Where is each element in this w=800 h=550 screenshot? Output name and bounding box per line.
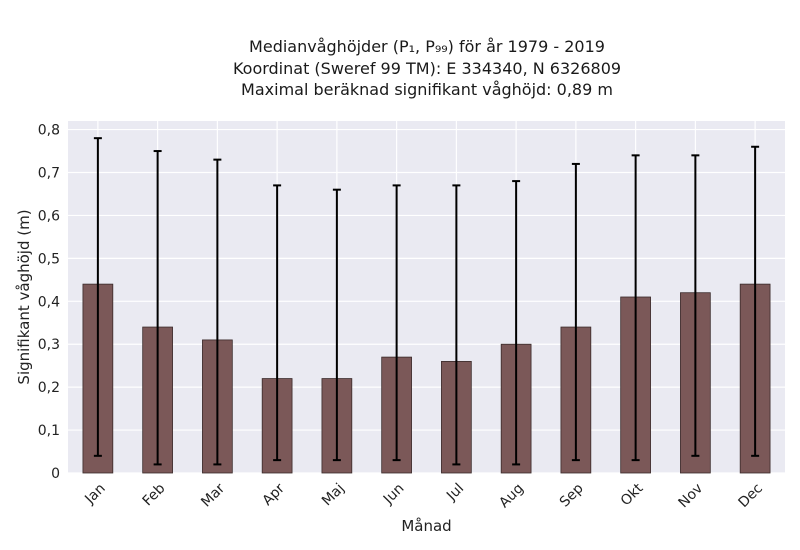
x-tick-label: Jul: [443, 481, 467, 505]
chart-title-line-2: Koordinat (Sweref 99 TM): E 334340, N 63…: [233, 59, 621, 78]
error-bar-apr: [273, 184, 282, 462]
error-bar-aug: [512, 180, 521, 466]
y-tick-label: 0,5: [38, 251, 60, 267]
error-bar-nov: [691, 154, 700, 457]
error-bar-feb: [153, 150, 162, 466]
plot-area: [68, 121, 785, 473]
x-tick-label: Sep: [557, 480, 587, 510]
y-tick-label: 0: [51, 466, 60, 482]
chart-title-line-3: Maximal beräknad signifikant våghöjd: 0,…: [241, 80, 613, 99]
x-tick-label: Nov: [676, 481, 707, 512]
x-tick-label: Aug: [496, 481, 527, 512]
error-bar-jun: [392, 184, 401, 462]
x-tick-label: Feb: [140, 480, 169, 509]
error-bar-dec: [751, 145, 760, 457]
error-bar-jan: [93, 137, 102, 457]
x-tick-label: Jan: [81, 481, 108, 508]
error-bar-sep: [571, 162, 580, 462]
x-tick-label: Dec: [735, 481, 765, 511]
x-tick-label: Mar: [198, 480, 228, 510]
x-tick-label: Jun: [380, 481, 407, 508]
chart-title: Medianvåghöjder (P₁, P₉₉) för år 1979 - …: [233, 37, 621, 99]
y-tick-label: 0,4: [38, 294, 60, 310]
y-tick-label: 0,2: [38, 380, 60, 396]
y-axis: 0 0,1 0,2 0,3 0,4 0,5 0,6 0,7 0,8: [38, 123, 60, 482]
x-axis: Jan Feb Mar Apr Maj Jun Jul Aug Sep Okt Nov Dec: [81, 480, 766, 511]
y-tick-label: 0,7: [38, 166, 60, 182]
error-bar-okt: [631, 154, 640, 462]
error-bar-mar: [213, 158, 222, 466]
y-tick-label: 0,6: [38, 208, 60, 224]
y-tick-label: 0,8: [38, 123, 60, 139]
x-tick-label: Okt: [618, 480, 647, 509]
x-tick-label: Apr: [260, 480, 289, 509]
error-bar-jul: [452, 184, 461, 466]
y-axis-label: Signifikant våghöjd (m): [15, 209, 33, 384]
x-axis-label: Månad: [401, 517, 451, 535]
chart-title-line-1: Medianvåghöjder (P₁, P₉₉) för år 1979 - …: [249, 37, 605, 56]
x-tick-label: Maj: [319, 481, 348, 510]
y-tick-label: 0,1: [38, 423, 60, 439]
error-bar-maj: [332, 188, 341, 462]
y-tick-label: 0,3: [38, 337, 60, 353]
error-bars: [93, 137, 760, 466]
